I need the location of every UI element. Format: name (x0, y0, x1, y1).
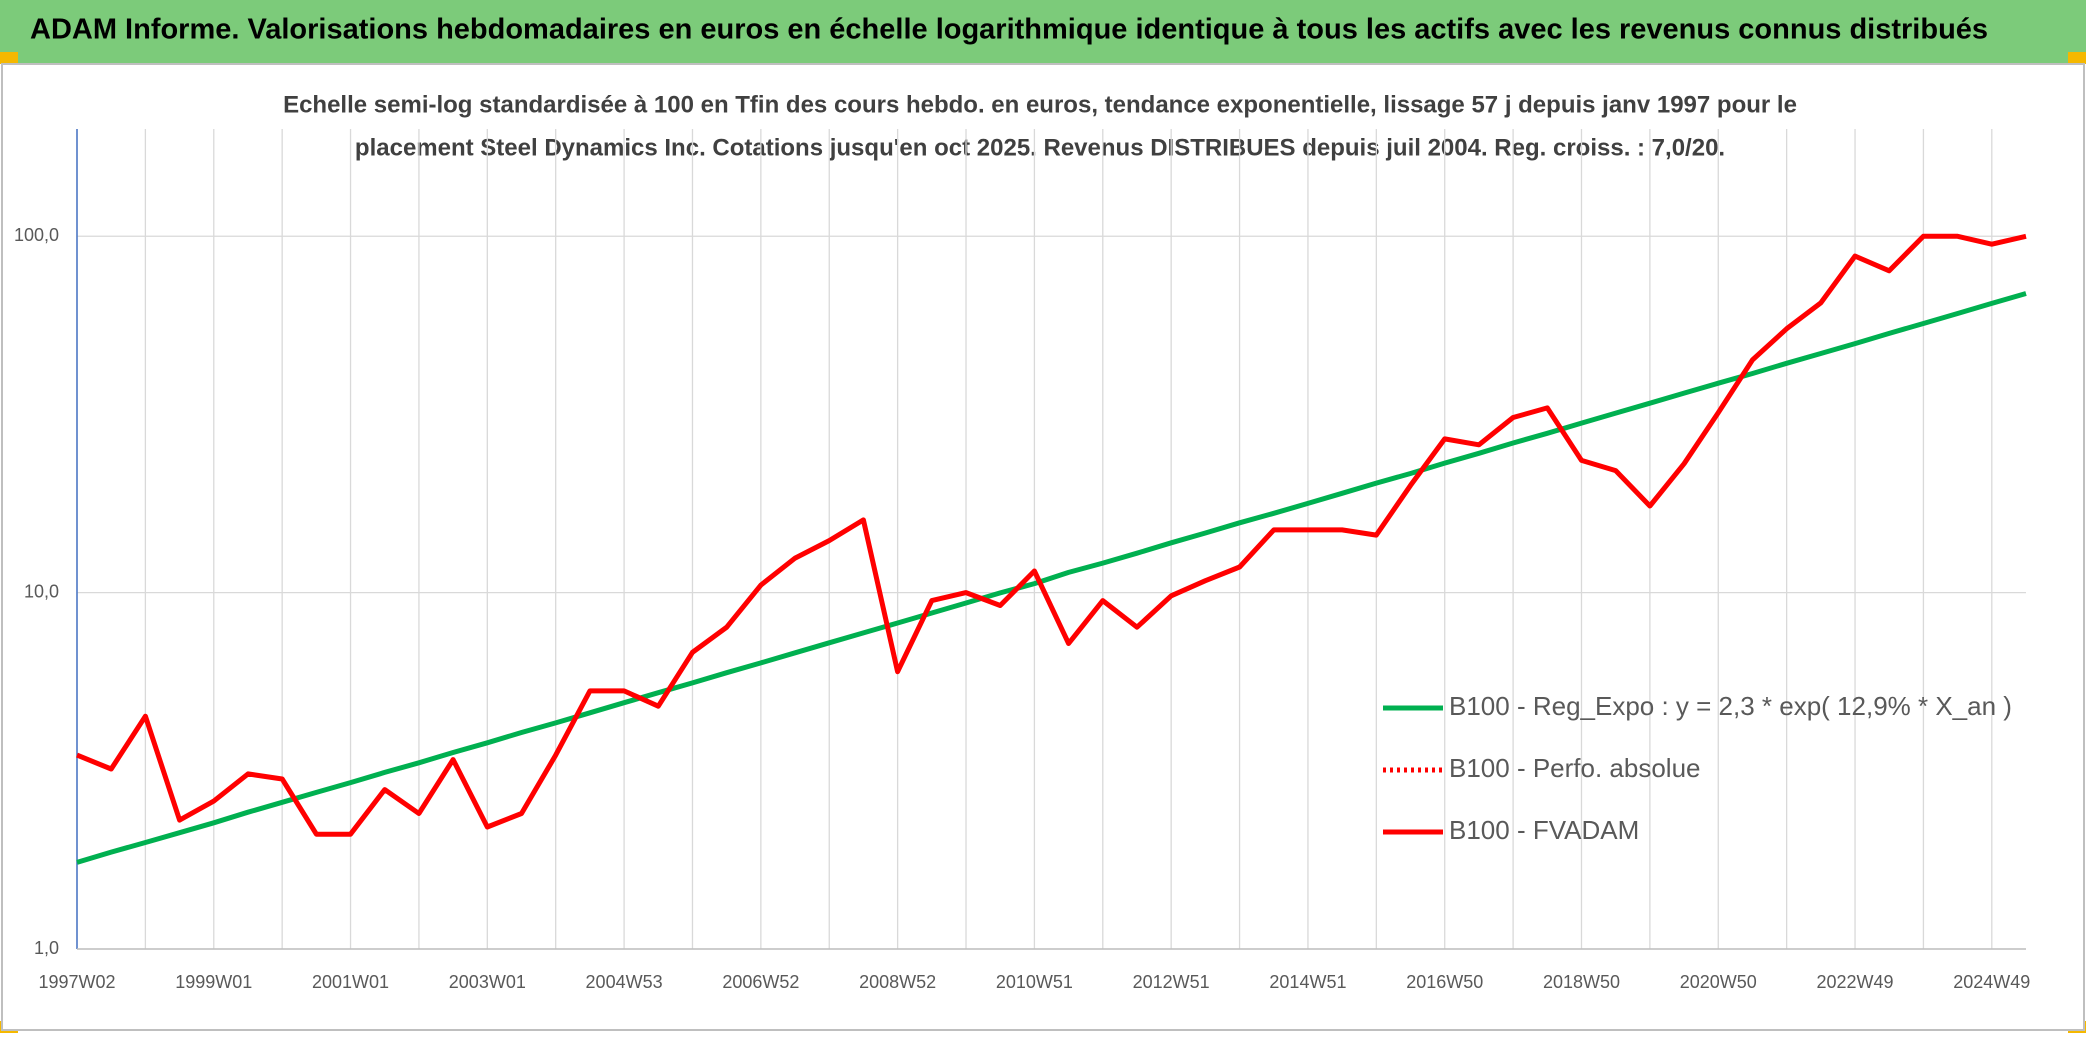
corner (2068, 52, 2086, 64)
legend-label: B100 - Reg_Expo : y = 2,3 * exp( 12,9% *… (1449, 691, 2012, 721)
banner (0, 0, 2086, 64)
banner-title: ADAM Informe. Valorisations hebdomadaire… (30, 14, 1988, 46)
series-line (76, 233, 2027, 837)
x-tick-label: 2014W51 (1269, 972, 1346, 992)
y-tick-label: 1,0 (34, 938, 59, 958)
x-tick-label: 1999W01 (175, 972, 252, 992)
x-tick-label: 2008W52 (859, 972, 936, 992)
y-tick-label: 10,0 (24, 581, 59, 601)
x-tick-label: 2012W51 (1133, 972, 1210, 992)
x-tick-label: 2004W53 (586, 972, 663, 992)
x-tick-label: 2006W52 (722, 972, 799, 992)
x-tick-label: 2018W50 (1543, 972, 1620, 992)
x-tick-label: 1997W02 (38, 972, 115, 992)
x-tick-label: 2016W50 (1406, 972, 1483, 992)
series-line (76, 291, 2027, 865)
legend-label: B100 - FVADAM (1449, 815, 1639, 845)
y-tick-label: 100,0 (14, 225, 59, 245)
x-tick-label: 2001W01 (312, 972, 389, 992)
x-tick-label: 2024W49 (1953, 972, 2030, 992)
chart-frame (1, 63, 2085, 1031)
x-tick-label: 2010W51 (996, 972, 1073, 992)
x-tick-label: 2020W50 (1680, 972, 1757, 992)
chart-title: Echelle semi-log standardisée à 100 en T… (283, 91, 1797, 118)
x-tick-label: 2022W49 (1817, 972, 1894, 992)
x-tick-label: 2003W01 (449, 972, 526, 992)
chart-subtitle: placement Steel Dynamics Inc. Cotations … (355, 134, 1725, 161)
corner (0, 52, 18, 64)
legend-label: B100 - Perfo. absolue (1449, 753, 1701, 783)
